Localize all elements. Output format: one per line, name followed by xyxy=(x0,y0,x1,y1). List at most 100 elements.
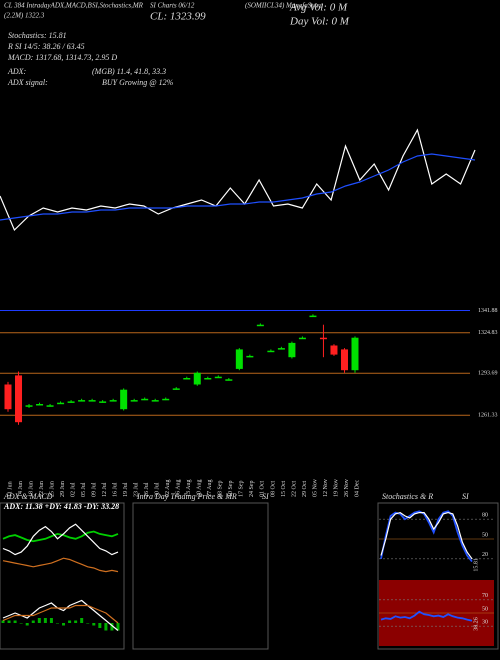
histogram-bar xyxy=(74,620,78,623)
series-line xyxy=(2,523,119,556)
x-tick-label: 03 Sep xyxy=(218,481,224,498)
candle-body xyxy=(183,378,191,380)
x-tick-label: 24 Sep xyxy=(249,481,255,498)
candle-body xyxy=(151,400,159,402)
candle-body xyxy=(67,401,75,403)
histogram-bar xyxy=(86,623,90,624)
x-tick-label: 19 Jul xyxy=(123,482,129,497)
histogram-bar xyxy=(25,623,29,626)
series-line xyxy=(2,557,119,573)
candle-body xyxy=(225,379,233,381)
series-line xyxy=(0,153,476,221)
x-tick-label: 26 Jul xyxy=(144,482,150,497)
y-tick-label: 50 xyxy=(482,532,488,538)
histogram-bar xyxy=(37,618,41,623)
candle-body xyxy=(25,405,33,407)
panel-title: Stochastics & R xyxy=(382,492,433,501)
candle-body xyxy=(4,384,12,410)
end-value-label: 38.26 xyxy=(473,617,479,631)
candle-body xyxy=(235,349,243,369)
candle-body xyxy=(88,400,96,402)
candle-body xyxy=(246,355,254,358)
stoch-panel xyxy=(377,502,499,650)
x-tick-label: 18 Jun xyxy=(28,481,34,497)
x-tick-label: 06 Aug xyxy=(176,479,182,497)
candle-body xyxy=(267,350,275,353)
candle-body xyxy=(288,342,296,358)
candle-body xyxy=(340,349,348,371)
histogram-bar xyxy=(80,618,84,623)
y-tick-label: 20 xyxy=(482,552,488,558)
candle-body xyxy=(330,345,338,355)
histogram-bar xyxy=(92,623,96,626)
y-tick-label: 50 xyxy=(482,606,488,612)
candle-body xyxy=(36,404,44,406)
histogram-bar xyxy=(116,623,120,631)
y-tick-label: 1261.33 xyxy=(478,413,498,419)
candle-body xyxy=(15,375,23,423)
x-tick-label: 12 Nov xyxy=(323,479,329,497)
series-line xyxy=(2,530,119,543)
series-line xyxy=(380,610,473,622)
x-tick-label: 05 Jul xyxy=(81,482,87,497)
histogram-bar xyxy=(1,620,5,623)
x-tick-label: 09 Jul xyxy=(91,482,97,497)
series-line xyxy=(380,511,473,560)
x-tick-label: 11 Jun xyxy=(7,481,13,497)
histogram-bar xyxy=(55,623,59,624)
x-tick-label: 27 Aug xyxy=(207,479,213,497)
adx-values: (MGB) 11.4, 41.8, 33.3 xyxy=(92,67,166,76)
x-tick-label: 22 Jun xyxy=(39,481,45,497)
panel-title: SI xyxy=(262,492,269,501)
candle-body xyxy=(204,378,212,380)
histogram-bar xyxy=(110,623,114,631)
x-tick-label: 17 Sep xyxy=(239,481,245,498)
candle-body xyxy=(172,388,180,390)
x-tick-label: 14 Jun xyxy=(18,481,24,497)
candle-body xyxy=(193,372,201,385)
y-tick-label: 70 xyxy=(482,593,488,599)
y-tick-label: 80 xyxy=(482,513,488,519)
x-tick-label: 13 Aug xyxy=(186,479,192,497)
candle-body xyxy=(351,337,359,371)
series-line xyxy=(0,128,476,232)
candle-body xyxy=(99,401,107,403)
candle-body xyxy=(78,400,86,402)
avg-volume: Avg Vol: 0 M xyxy=(289,2,348,14)
histogram-bar xyxy=(98,623,102,628)
x-tick-label: 22 Oct xyxy=(291,481,297,497)
y-tick-label: 1293.69 xyxy=(478,371,498,377)
header-text: CL 384 IntradayADX,MACD,B xyxy=(4,2,92,10)
histogram-bar xyxy=(68,620,72,623)
y-tick-label: 30 xyxy=(482,620,488,626)
histogram-bar xyxy=(19,623,23,624)
header-text: (2.2M) 1322.3 xyxy=(4,12,45,20)
header-text: (SOMIICL34) MunafaSutra xyxy=(245,2,323,10)
histogram-bar xyxy=(49,618,53,623)
x-tick-label: 15 Oct xyxy=(281,481,287,497)
rsi-text: R SI 14/5: 38.26 / 63.45 xyxy=(7,42,85,51)
adx-signal: BUY Growing @ 12% xyxy=(102,78,174,87)
x-tick-label: 16 Jul xyxy=(113,482,119,497)
panel-title: SI xyxy=(462,492,469,501)
panel-title: Intra Day Trading Price & MR xyxy=(136,492,237,501)
candle-body xyxy=(319,337,327,340)
x-tick-label: 05 Nov xyxy=(312,479,318,497)
candle-body xyxy=(256,324,264,327)
candle-body xyxy=(109,400,117,402)
candle-body xyxy=(298,337,306,340)
x-tick-label: 08 Oct xyxy=(270,481,276,497)
macd-text: MACD: 1317.68, 1314.73, 2.95 D xyxy=(7,53,117,62)
day-volume: Day Vol: 0 M xyxy=(289,16,350,28)
candle-body xyxy=(46,405,54,407)
candle-body xyxy=(130,400,138,402)
x-tick-label: 01 Oct xyxy=(260,481,266,497)
x-tick-label: 19 Nov xyxy=(333,479,339,497)
stoch-text: Stochastics: 15.81 xyxy=(8,31,67,40)
adx-text: ADX: xyxy=(7,67,27,76)
series-line xyxy=(2,604,119,624)
candle-body xyxy=(162,398,170,401)
candle-body xyxy=(57,402,65,405)
panel-title: ADX & MACD xyxy=(3,492,53,501)
